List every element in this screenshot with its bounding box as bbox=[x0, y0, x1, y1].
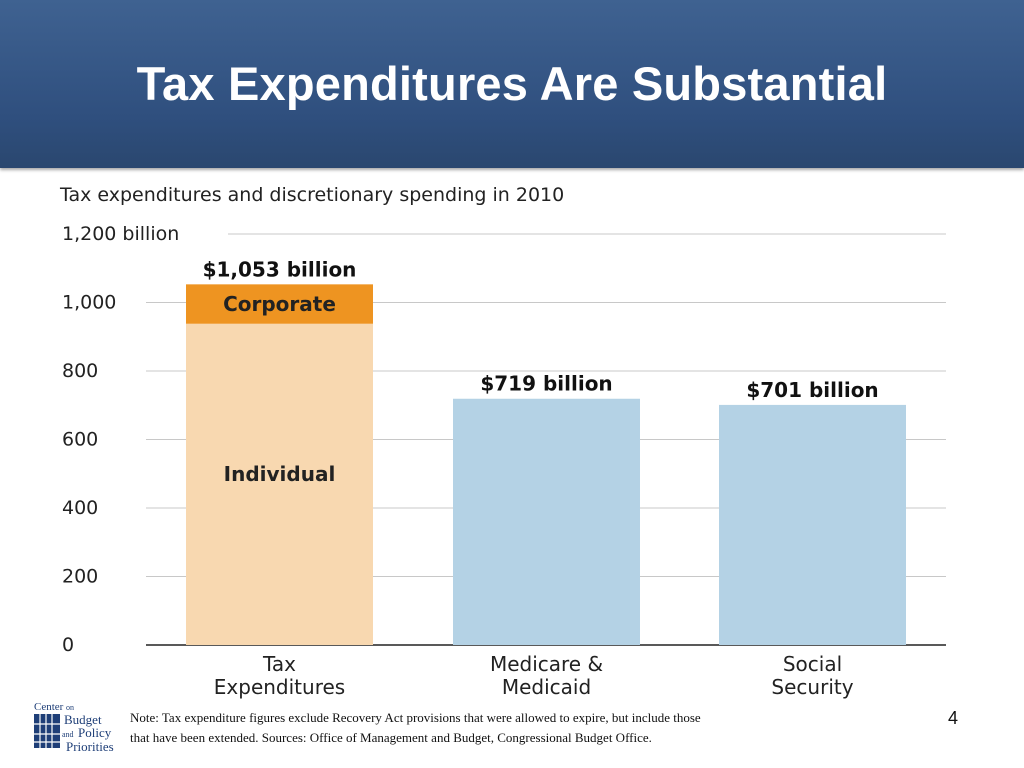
bar-segment bbox=[719, 404, 906, 645]
bar-segment bbox=[186, 284, 373, 324]
y-tick-label: 800 bbox=[62, 360, 98, 382]
logo-text-on: on bbox=[66, 703, 74, 712]
bar-segment bbox=[453, 398, 640, 645]
y-tick-label: 1,200 billion bbox=[62, 223, 179, 245]
logo-text-center: Center bbox=[34, 701, 64, 713]
y-tick-label: 1,000 bbox=[62, 292, 116, 314]
category-label: Medicaid bbox=[502, 675, 591, 699]
chart-title: Tax expenditures and discretionary spend… bbox=[60, 184, 565, 206]
series-label-individual: Individual bbox=[224, 462, 336, 486]
bars bbox=[186, 284, 906, 645]
labels: 0 200 400 600 800 1,000 1,200 billion $1,053 bi… bbox=[62, 223, 879, 699]
logo-text-budget: Budget bbox=[64, 712, 102, 727]
series-label-corporate: Corporate bbox=[223, 292, 336, 316]
category-label: Tax bbox=[262, 652, 296, 676]
y-tick-label: 0 bbox=[62, 634, 74, 656]
category-label: Social bbox=[783, 652, 842, 676]
total-value-label: $719 billion bbox=[480, 372, 612, 396]
logo-text-policy: Policy bbox=[78, 725, 112, 740]
footnote-line-1: Note: Tax expenditure figures exclude Re… bbox=[130, 710, 701, 725]
title-bar: Tax Expenditures Are Substantial bbox=[0, 0, 1024, 168]
category-label: Security bbox=[771, 675, 853, 699]
footnote: Note: Tax expenditure figures exclude Re… bbox=[130, 708, 930, 748]
y-tick-label: 600 bbox=[62, 429, 98, 451]
total-value-label: $701 billion bbox=[746, 378, 878, 402]
category-label: Medicare & bbox=[490, 652, 603, 676]
logo-text-priorities: Priorities bbox=[66, 739, 114, 754]
category-label: Expenditures bbox=[214, 675, 345, 699]
page-number: 4 bbox=[948, 708, 959, 728]
footnote-line-2: that have been extended. Sources: Office… bbox=[130, 730, 652, 745]
total-value-label: $1,053 billion bbox=[203, 257, 357, 281]
bar-segment bbox=[186, 323, 373, 645]
bar-chart: 0 200 400 600 800 1,000 1,200 billion $1,053 bi… bbox=[62, 223, 946, 699]
logo-text-and: and bbox=[62, 730, 74, 739]
y-tick-label: 200 bbox=[62, 566, 98, 588]
slide-title: Tax Expenditures Are Substantial bbox=[136, 57, 888, 110]
cbpp-logo: Center on Budget and Policy Priorities bbox=[32, 700, 124, 754]
y-tick-label: 400 bbox=[62, 497, 98, 519]
